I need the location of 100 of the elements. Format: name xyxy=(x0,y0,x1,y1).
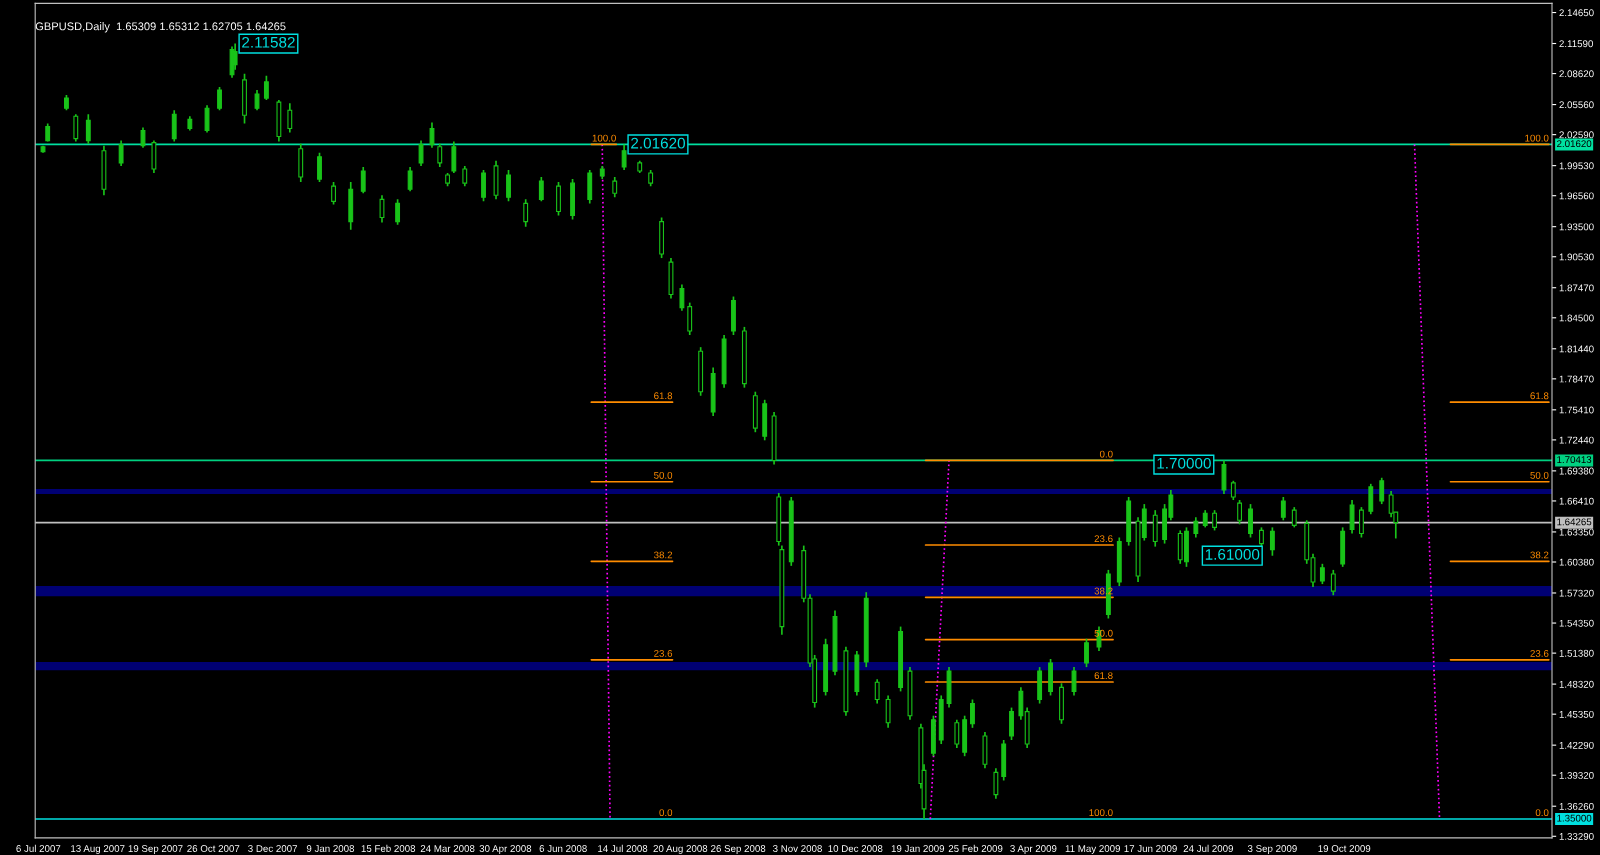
y-tick-label: 1.60380 xyxy=(1559,558,1594,566)
candlestick xyxy=(418,139,424,167)
annotation: 0.0 xyxy=(1099,450,1113,458)
annotation: 38.2 xyxy=(1530,551,1549,559)
y-tick-label: 1.78470 xyxy=(1559,375,1594,383)
x-tick-label: 6 Jun 2008 xyxy=(539,845,587,852)
annotation: 61.8 xyxy=(1094,672,1113,680)
y-tick-label: 1.72440 xyxy=(1559,436,1594,444)
x-tick-label: 3 Dec 2007 xyxy=(248,845,298,852)
x-tick-label: 6 Jul 2007 xyxy=(16,844,61,852)
y-tick-label: 1.96560 xyxy=(1559,192,1594,200)
ref-line-label: 2.01620 xyxy=(1557,140,1592,148)
annotation: 100.0 xyxy=(592,134,616,142)
x-tick-label: 25 Feb 2009 xyxy=(948,844,1003,852)
x-tick-label: 15 Feb 2008 xyxy=(361,844,416,852)
annotation: 50.0 xyxy=(1530,471,1549,479)
candlestick xyxy=(437,142,443,168)
candlestick xyxy=(263,74,269,101)
x-tick-label: 3 Sep 2009 xyxy=(1247,845,1297,854)
x-tick-label: 24 Mar 2008 xyxy=(420,845,475,852)
candlestick xyxy=(287,102,293,134)
candlestick xyxy=(429,121,435,149)
candlestick xyxy=(612,176,618,199)
annotation: 23.6 xyxy=(654,649,673,657)
y-tick-label: 1.84500 xyxy=(1559,314,1594,322)
annotation: 0.0 xyxy=(659,809,673,817)
candlestick xyxy=(1071,666,1077,697)
ref-line-label: 1.70413 xyxy=(1557,456,1592,464)
y-tick-label: 2.02590 xyxy=(1559,131,1594,139)
candlestick xyxy=(1212,509,1218,532)
candlestick xyxy=(993,767,999,800)
x-tick-label: 19 Sep 2007 xyxy=(128,845,183,854)
candlestick xyxy=(1269,526,1275,557)
x-tick-label: 20 Aug 2008 xyxy=(653,845,708,854)
annotation: 23.6 xyxy=(1094,535,1113,543)
y-tick-label: 2.05560 xyxy=(1559,101,1594,109)
annotation: 100.0 xyxy=(1089,809,1113,817)
y-tick-label: 1.45350 xyxy=(1559,710,1594,718)
y-tick-label: 2.11590 xyxy=(1559,40,1593,48)
candlestick xyxy=(462,165,468,188)
candlestick xyxy=(1291,506,1297,529)
x-tick-label: 14 Jul 2008 xyxy=(598,844,648,852)
y-tick-label: 1.93500 xyxy=(1559,223,1594,231)
annotation: 1.70000 xyxy=(1157,457,1211,469)
ref-line-label: 1.35000 xyxy=(1557,814,1592,822)
y-tick-label: 1.48320 xyxy=(1559,680,1594,688)
candlestick xyxy=(1319,562,1325,585)
candlestick xyxy=(140,126,146,149)
candlestick xyxy=(1388,490,1394,519)
candlestick xyxy=(621,143,627,171)
ref-line-label: 1.64265 xyxy=(1557,518,1592,526)
candlestick xyxy=(331,181,336,206)
candlestick xyxy=(45,122,51,143)
y-tick-label: 1.42290 xyxy=(1559,741,1594,749)
candlestick xyxy=(407,166,413,193)
x-tick-label: 26 Oct 2007 xyxy=(187,845,240,852)
y-tick-label: 1.90530 xyxy=(1559,253,1594,261)
candlestick xyxy=(73,113,79,143)
y-tick-label: 1.87470 xyxy=(1559,284,1594,292)
x-tick-label: 19 Oct 2009 xyxy=(1318,845,1371,852)
x-tick-label: 26 Sep 2008 xyxy=(711,845,766,854)
x-tick-label: 19 Jan 2009 xyxy=(891,845,945,852)
y-tick-label: 1.81440 xyxy=(1559,345,1594,353)
y-tick-label: 1.33290 xyxy=(1559,833,1594,840)
y-tick-label: 1.39320 xyxy=(1559,771,1594,779)
y-tick-label: 1.63350 xyxy=(1559,528,1594,536)
x-tick-label: 9 Jan 2008 xyxy=(306,845,355,852)
candlestick xyxy=(1379,476,1385,505)
annotation: 23.6 xyxy=(1530,649,1549,657)
candlestick xyxy=(874,678,880,705)
candlestick xyxy=(885,694,891,729)
x-tick-label: 10 Dec 2008 xyxy=(828,845,883,852)
annotation: 2.01620 xyxy=(631,137,685,149)
annotation: 61.8 xyxy=(1530,392,1549,400)
y-tick-label: 2.08620 xyxy=(1559,70,1594,78)
candlestick xyxy=(254,89,260,112)
y-tick-label: 1.36260 xyxy=(1559,802,1594,810)
candlestick xyxy=(118,139,124,167)
x-tick-label: 24 Jul 2009 xyxy=(1183,844,1234,852)
candlestick xyxy=(954,718,960,749)
candlestick xyxy=(217,86,222,112)
candlestick xyxy=(317,151,322,183)
annotation: 38.2 xyxy=(653,551,673,559)
y-tick-label: 1.51380 xyxy=(1559,649,1594,657)
candlestick xyxy=(970,698,975,729)
candlestick xyxy=(204,104,210,134)
annotation: 2.11582 xyxy=(242,36,295,48)
annotation: 100.0 xyxy=(1525,134,1549,142)
candlestick xyxy=(506,169,511,203)
annotation: 1.61000 xyxy=(1205,549,1260,560)
annotation: 50.0 xyxy=(654,471,673,479)
candlestick xyxy=(1330,569,1336,597)
candlestick xyxy=(360,166,366,195)
y-tick-label: 1.75410 xyxy=(1559,406,1594,414)
candlestick xyxy=(85,113,91,145)
y-tick-label: 1.99530 xyxy=(1559,162,1594,170)
candlestick xyxy=(1193,516,1199,539)
candlestick xyxy=(395,198,401,226)
candlestick xyxy=(538,176,544,203)
annotation: 0.0 xyxy=(1535,809,1549,817)
